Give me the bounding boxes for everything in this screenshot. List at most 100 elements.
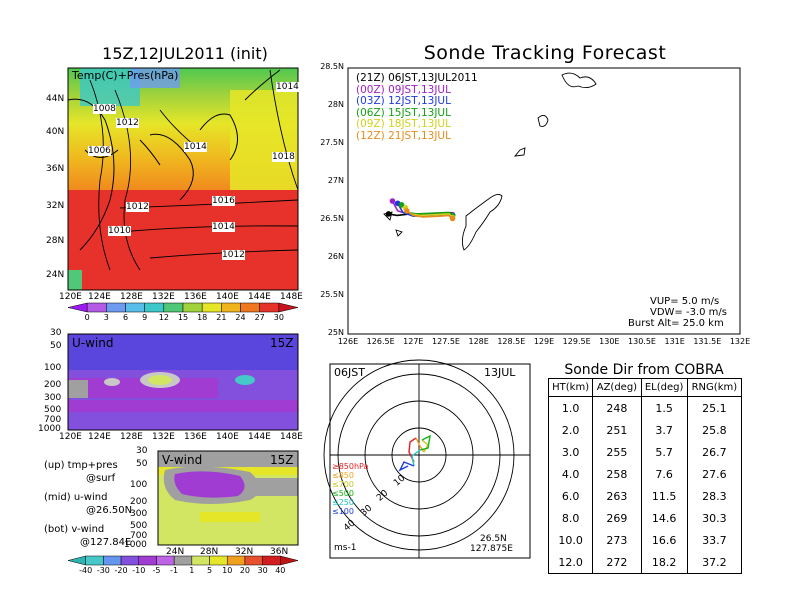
isobar-label: 1012 [126, 202, 149, 212]
lon-tick: 128E [120, 432, 143, 442]
table-cell: 10.0 [549, 529, 594, 551]
launch-point [404, 208, 410, 214]
lat-tick: 36N [46, 164, 65, 174]
table-cell: 5.7 [641, 441, 688, 463]
hodograph-level: ≥850hPa [332, 462, 369, 471]
colorbar-tick: -10 [132, 566, 146, 575]
lat-tick: 24N [166, 547, 185, 557]
table-cell: 7.6 [641, 463, 688, 485]
tracking-legend-entry: (00Z) 09JST,13JUL [356, 83, 451, 96]
lat-tick: 25.5N [320, 290, 344, 299]
isobar-label: 1008 [93, 104, 116, 114]
lat-tick: 28N [327, 100, 344, 109]
table-cell: 33.7 [702, 533, 727, 547]
isobar-label: 1006 [88, 146, 111, 156]
landing-point [449, 215, 456, 222]
pressure-tick: 1000 [124, 540, 147, 550]
upper-panel-label: Temp(C)+Pres(hPa) [72, 69, 179, 82]
lon-tick: 124E [88, 292, 111, 302]
pressure-tick: 100 [44, 363, 62, 373]
lat-tick: 27.5N [320, 138, 344, 147]
colorbar-tick: 27 [254, 313, 265, 322]
pressure-tick: 500 [44, 405, 62, 415]
table-cell: 273 [592, 529, 642, 551]
colorbar-tick: 1 [189, 566, 195, 575]
table-cell: 30.3 [702, 511, 727, 525]
lon-tick: 128E [468, 337, 489, 346]
tracking-legend-entry: (21Z) 06JST,13JUL2011 [356, 72, 478, 84]
colorbar-tick: 9 [142, 313, 148, 322]
colorbar-tick: 18 [197, 313, 208, 322]
table-cell: 4.0 [549, 463, 594, 485]
table-cell: 3.7 [641, 419, 688, 441]
lat-tick: 24N [46, 270, 65, 280]
track-line [406, 210, 454, 220]
lon-tick: 130.5E [628, 337, 656, 346]
hodograph-level: ≤850 [332, 471, 354, 480]
hodograph-level: ≤700 [332, 480, 354, 489]
table-cell: 25.8 [702, 423, 727, 437]
pressure-tick: 700 [130, 531, 148, 541]
hodograph-date: 13JUL [484, 366, 516, 379]
colorbar-tick: 10 [222, 566, 233, 575]
note-line: @26.50N [86, 505, 133, 516]
temperature-colorbar [67, 302, 299, 313]
tracking-legend-entry: (09Z) 18JST,13JUL [356, 118, 451, 130]
table-header-row: HT(km) AZ(deg) EL(deg) RNG(km) [549, 379, 741, 397]
lon-tick: 136E [184, 292, 207, 302]
table-cell: 25.1 [702, 401, 727, 415]
table-cell: 37.2 [702, 555, 727, 569]
isobar-label: 1018 [272, 152, 295, 162]
colorbar-tick: 6 [122, 313, 129, 322]
lat-tick: 32N [235, 547, 254, 557]
table-cell: 6.0 [549, 485, 594, 507]
table-cell: 11.5 [641, 485, 688, 507]
lon-tick: 132E [152, 432, 175, 442]
track-lines [385, 198, 456, 222]
v-wind-label: V-wind [162, 453, 203, 467]
lon-tick: 130E [599, 337, 620, 346]
lat-tick: 28.5N [320, 62, 344, 71]
tracking-legend-entry: (12Z) 21JST,13JUL [356, 129, 451, 142]
colorbar-tick: -30 [96, 566, 110, 575]
pressure-tick: 700 [44, 415, 62, 425]
table-cell: 272 [592, 551, 642, 573]
table-cell: 12.0 [549, 551, 594, 573]
lon-tick: 136E [184, 432, 207, 442]
lon-tick: 132E [152, 292, 175, 302]
pressure-tick: 100 [130, 480, 148, 490]
u-wind-label: U-wind [72, 336, 114, 350]
pressure-tick: 50 [136, 459, 148, 469]
table-cell: 263 [592, 485, 642, 507]
burst-altitude-text: Burst Alt= 25.0 km [628, 318, 724, 329]
table-row: 8.0 269 14.6 30.3 [549, 507, 741, 529]
colorbar-tick: 40 [275, 566, 286, 575]
lon-tick: 131E [664, 337, 685, 346]
u-wind-cross-section [67, 333, 299, 431]
lon-tick: 124E [88, 432, 111, 442]
colorbar-tick: 20 [239, 566, 251, 575]
lat-tick: 32N [46, 201, 65, 211]
lon-tick: 144E [248, 292, 271, 302]
colorbar-tick: 30 [257, 566, 268, 575]
isobar-label: 1014 [276, 82, 299, 92]
lat-tick: 27N [327, 176, 344, 185]
table-cell: 255 [592, 441, 642, 463]
hodograph-time: 06JST [334, 366, 365, 379]
lon-tick: 131.5E [693, 337, 722, 346]
lon-tick: 128E [120, 292, 143, 302]
pressure-tick: 30 [50, 328, 62, 338]
lat-tick: 25N [327, 328, 344, 337]
isobar-label: 1014 [184, 142, 207, 152]
colorbar-tick: -20 [114, 566, 128, 575]
tracking-legend-entry: (03Z) 12JST,13JUL [356, 95, 451, 107]
lon-tick: 144E [248, 432, 271, 442]
hodograph-level: ≤250 [332, 498, 354, 507]
lat-tick: 28N [200, 547, 219, 557]
table-cell: 1.0 [549, 396, 594, 419]
colorbar-tick: 12 [158, 313, 169, 322]
pressure-tick: 200 [130, 497, 148, 507]
tracking-legend-entry: (06Z) 15JST,13JUL [356, 106, 451, 119]
table-row: 1.0 248 1.5 25.1 [549, 396, 741, 419]
